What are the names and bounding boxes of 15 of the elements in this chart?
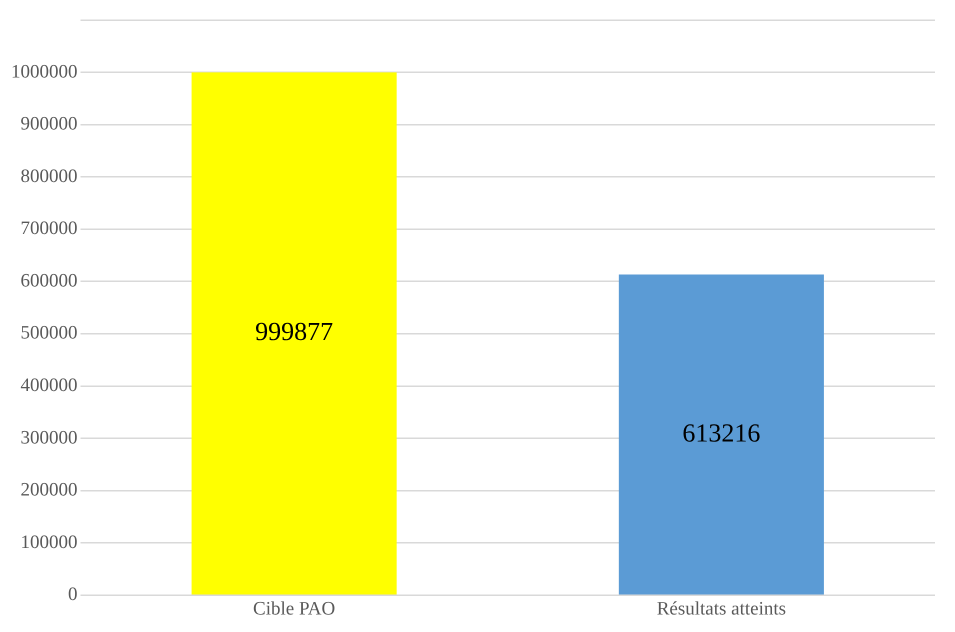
- y-tick-label: 800000: [20, 166, 78, 187]
- y-tick-label: 700000: [20, 218, 78, 240]
- y-tick-label: 100000: [20, 532, 78, 553]
- y-tick-label: 300000: [20, 427, 78, 448]
- y-tick-label: 600000: [20, 270, 78, 292]
- data-label: 613216: [682, 418, 760, 448]
- y-tick-label: 500000: [20, 322, 78, 344]
- y-tick-label: 900000: [20, 114, 78, 135]
- y-tick-label: 0: [68, 584, 78, 606]
- x-tick-label: Cible PAO: [253, 598, 336, 620]
- y-tick-label: 400000: [20, 375, 78, 396]
- y-tick-label: 200000: [20, 480, 78, 501]
- y-tick-label: 1000000: [11, 61, 78, 82]
- x-tick-label: Résultats atteints: [656, 598, 786, 620]
- data-label: 999877: [255, 317, 334, 346]
